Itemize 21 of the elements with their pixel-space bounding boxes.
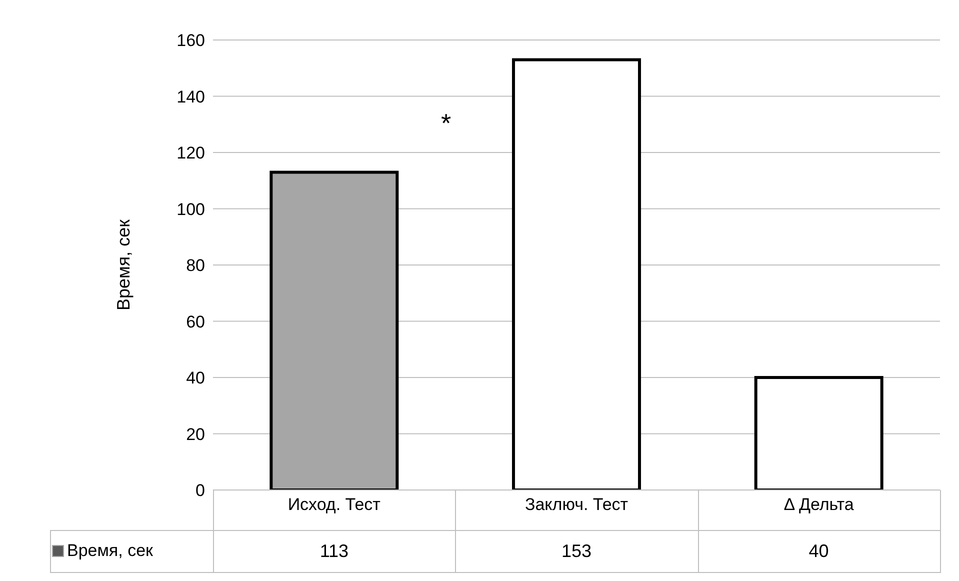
data-label: 40 [808, 540, 830, 562]
y-tick-label: 160 [176, 31, 205, 50]
text: Время, сек [67, 541, 153, 561]
y-axis-title: Время, сек [113, 219, 134, 311]
bar [270, 170, 399, 490]
data-label: 113 [318, 540, 350, 562]
x-tick-label: Δ Дельта [784, 495, 854, 514]
y-tick-label: 140 [176, 87, 205, 106]
y-tick-label: 80 [186, 256, 205, 276]
data-label: 153 [560, 540, 593, 562]
y-tick-label: 0 [196, 481, 205, 500]
y-tick-label: 40 [186, 368, 205, 388]
y-tick-label: 100 [176, 200, 205, 219]
bar [754, 376, 884, 490]
y-tick-label: 120 [176, 144, 205, 163]
x-tick-label: Исход. Тест [288, 495, 381, 514]
annotation: * [441, 108, 452, 139]
bar [512, 58, 641, 490]
y-tick-label: 20 [186, 424, 205, 444]
y-tick-label: 60 [186, 312, 205, 332]
x-tick-label: Заключ. Тест [524, 495, 628, 514]
